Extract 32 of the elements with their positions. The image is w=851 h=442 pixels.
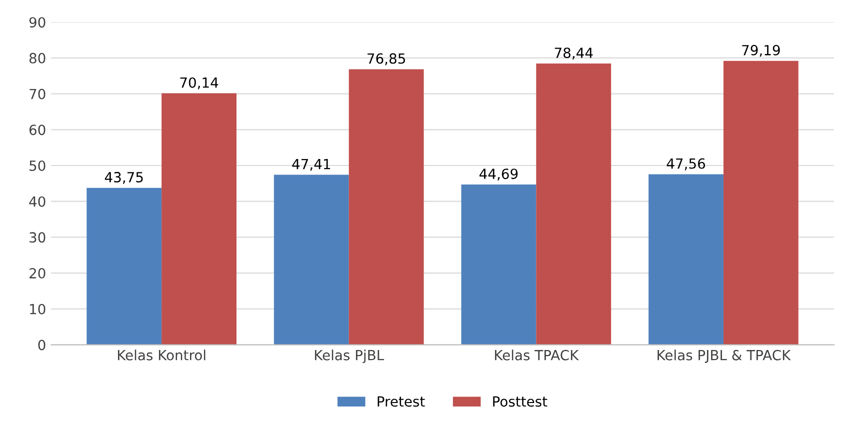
data-label: 70,14 [180, 77, 218, 90]
y-tick-label: 80 [29, 52, 46, 64]
bar [86, 188, 162, 345]
bar [536, 64, 612, 345]
y-tick-label: 60 [29, 124, 46, 136]
y-tick-label: 10 [30, 304, 46, 314]
bar [274, 174, 349, 345]
bar [461, 184, 536, 345]
data-label: 76,85 [368, 53, 405, 66]
x-tick-label: Kelas TPACK [495, 350, 579, 360]
y-tick-label: 0 [38, 340, 46, 350]
legend-label: Pretest [378, 396, 425, 407]
y-tick-label: 90 [29, 17, 46, 28]
y-tick-label: 30 [30, 232, 46, 243]
x-tick-label: Kelas PjBL [314, 350, 384, 364]
bar [723, 60, 798, 345]
data-label: 43,75 [104, 172, 143, 184]
data-label: 47,56 [666, 158, 706, 170]
data-label: 79,19 [742, 44, 780, 57]
data-label: 47,41 [292, 159, 330, 171]
x-tick-label: Kelas Kontrol [118, 350, 206, 360]
bar [348, 69, 424, 345]
y-tick-label: 50 [30, 160, 46, 171]
data-label: 78,44 [554, 48, 593, 60]
y-tick-label: 70 [30, 88, 46, 100]
x-tick-label: Kelas PJBL & TPACK [658, 350, 791, 363]
y-tick-label: 40 [29, 196, 46, 207]
y-tick-label: 20 [30, 268, 46, 279]
legend-label: Posttest [493, 396, 548, 407]
data-label: 44,69 [480, 168, 518, 180]
bar [162, 93, 236, 345]
bar [648, 174, 724, 345]
